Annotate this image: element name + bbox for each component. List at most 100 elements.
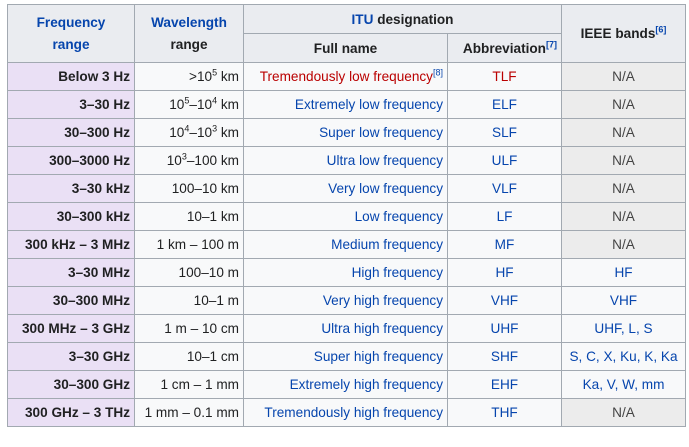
abbreviation-cell: VHF <box>447 286 562 315</box>
abbreviation-cell: SLF <box>447 118 562 147</box>
table-row: 3–30 GHz 10–1 cm Super high frequency SHF S,… <box>7 342 686 371</box>
itu-link[interactable]: ITU <box>351 11 374 27</box>
ieee-band-cell: N/A <box>561 62 686 91</box>
abbreviation-cell: HF <box>447 258 562 287</box>
range-link[interactable]: range <box>52 36 90 52</box>
wavelength-cell: 100–10 km <box>134 174 244 203</box>
ieee-band-link[interactable]: Ka, V, W, mm <box>582 377 665 392</box>
frequency-cell: 30–300 kHz <box>7 202 135 231</box>
itu-designation-header: ITU designation <box>243 4 562 34</box>
ieee-band-cell: HF <box>561 258 686 287</box>
full-name-link[interactable]: Ultra high frequency <box>321 321 443 336</box>
wavelength-cell: 10–1 m <box>134 286 244 315</box>
frequency-cell: 3–30 GHz <box>7 342 135 371</box>
full-name-link[interactable]: Medium frequency <box>331 237 443 252</box>
abbreviation-link[interactable]: SHF <box>490 349 519 364</box>
abbreviation-link[interactable]: LF <box>496 209 513 224</box>
full-name-link[interactable]: Ultra low frequency <box>326 153 443 168</box>
table-row: Below 3 Hz >105 km Tremendously low freque… <box>7 62 686 91</box>
wavelength-cell: 103–100 km <box>134 146 244 175</box>
abbreviation-link[interactable]: SLF <box>492 125 517 140</box>
frequency-link[interactable]: Frequency <box>36 14 106 30</box>
abbreviation-link[interactable]: VHF <box>490 293 519 308</box>
wavelength-text: 10–1 km <box>186 209 239 224</box>
full-name-link[interactable]: Extremely high frequency <box>289 377 443 392</box>
wavelength-range-label: range <box>170 36 208 52</box>
wavelength-exponent: 3 <box>181 151 187 162</box>
ieee-band-na: N/A <box>612 181 635 196</box>
full-name-cell: Super low frequency <box>243 118 448 147</box>
abbreviation-link[interactable]: TLF <box>492 69 517 84</box>
abbreviation-link[interactable]: EHF <box>490 377 519 392</box>
wavelength-cell: 100–10 m <box>134 258 244 287</box>
abbreviation-cell: EHF <box>447 370 562 399</box>
abbreviation-link[interactable]: VLF <box>492 181 517 196</box>
full-name-cell: Medium frequency <box>243 230 448 259</box>
abbreviation-cell: LF <box>447 202 562 231</box>
wavelength-text: 100–10 m <box>178 265 239 280</box>
ieee-band-na: N/A <box>612 69 635 84</box>
ieee-ref[interactable]: [6] <box>655 24 667 35</box>
table-body: Below 3 Hz >105 km Tremendously low freque… <box>7 62 686 427</box>
itu-designation-label: designation <box>373 11 454 27</box>
abbreviation-link[interactable]: MF <box>494 237 515 252</box>
abbreviation-cell: TLF <box>447 62 562 91</box>
frequency-cell: 3–30 MHz <box>7 258 135 287</box>
table-row: 3–30 kHz 100–10 km Very low frequency VLF N/… <box>7 174 686 203</box>
abbreviation-link[interactable]: THF <box>491 405 518 420</box>
wavelength-cell: 1 mm – 0.1 mm <box>134 398 244 427</box>
ieee-band-cell: N/A <box>561 398 686 427</box>
wavelength-exponent: 4 <box>212 95 218 106</box>
abbreviation-header: Abbreviation[7] <box>447 33 562 63</box>
table-row: 3–30 MHz 100–10 m High frequency HF HF <box>7 258 686 287</box>
full-name-cell: Ultra high frequency <box>243 314 448 343</box>
wavelength-link[interactable]: Wavelength <box>151 14 227 30</box>
ieee-band-link[interactable]: VHF <box>609 293 638 308</box>
full-name-link[interactable]: Very high frequency <box>322 293 443 308</box>
table-row: 30–300 MHz 10–1 m Very high frequency VHF VH… <box>7 286 686 315</box>
full-name-link[interactable]: Tremendously high frequency <box>264 405 443 420</box>
ieee-band-link[interactable]: S, C, X, Ku, K, Ka <box>569 349 678 364</box>
wavelength-text: 10–1 cm <box>186 349 239 364</box>
ieee-band-link[interactable]: HF <box>614 265 633 280</box>
wavelength-text: km <box>217 125 239 140</box>
full-name-cell: Tremendously high frequency <box>243 398 448 427</box>
wavelength-text: 10 <box>166 153 182 168</box>
full-name-link[interactable]: High frequency <box>351 265 443 280</box>
abbreviation-link[interactable]: HF <box>495 265 514 280</box>
wavelength-text: 1 m – 10 cm <box>164 321 239 336</box>
abbreviation-cell: UHF <box>447 314 562 343</box>
frequency-cell: 300 kHz – 3 MHz <box>7 230 135 259</box>
abbreviation-link[interactable]: UHF <box>490 321 519 336</box>
full-name-link[interactable]: Extremely low frequency <box>294 97 443 112</box>
frequency-cell: 300–3000 Hz <box>7 146 135 175</box>
wavelength-text: km <box>217 97 239 112</box>
abbreviation-cell: ELF <box>447 90 562 119</box>
wavelength-exponent: 5 <box>212 67 218 78</box>
ieee-band-cell: N/A <box>561 90 686 119</box>
abbreviation-ref[interactable]: [7] <box>546 38 557 49</box>
full-name-link[interactable]: Super low frequency <box>319 125 443 140</box>
full-name-link[interactable]: Low frequency <box>354 209 443 224</box>
abbreviation-cell: THF <box>447 398 562 427</box>
full-name-cell: High frequency <box>243 258 448 287</box>
full-name-link[interactable]: Super high frequency <box>313 349 443 364</box>
abbreviation-link[interactable]: ULF <box>491 153 518 168</box>
wavelength-cell: 1 km – 100 m <box>134 230 244 259</box>
full-name-link[interactable]: Very low frequency <box>328 181 443 196</box>
full-name-link[interactable]: Tremendously low frequency <box>259 69 433 84</box>
full-name-cell: Extremely low frequency <box>243 90 448 119</box>
full-name-cell: Tremendously low frequency[8] <box>243 62 448 91</box>
ieee-band-na: N/A <box>612 97 635 112</box>
ieee-band-link[interactable]: UHF, L, S <box>594 321 653 336</box>
abbreviation-link[interactable]: ELF <box>492 97 517 112</box>
wavelength-cell: 105–104 km <box>134 90 244 119</box>
ieee-band-cell: VHF <box>561 286 686 315</box>
full-name-ref[interactable]: [8] <box>432 67 443 78</box>
frequency-range-header: Frequency range <box>7 4 135 63</box>
wavelength-text: 1 mm – 0.1 mm <box>144 405 239 420</box>
wavelength-text: –10 <box>189 97 213 112</box>
ieee-band-cell: N/A <box>561 202 686 231</box>
wavelength-cell: 1 cm – 1 mm <box>134 370 244 399</box>
ieee-bands-label: IEEE bands <box>580 26 656 41</box>
